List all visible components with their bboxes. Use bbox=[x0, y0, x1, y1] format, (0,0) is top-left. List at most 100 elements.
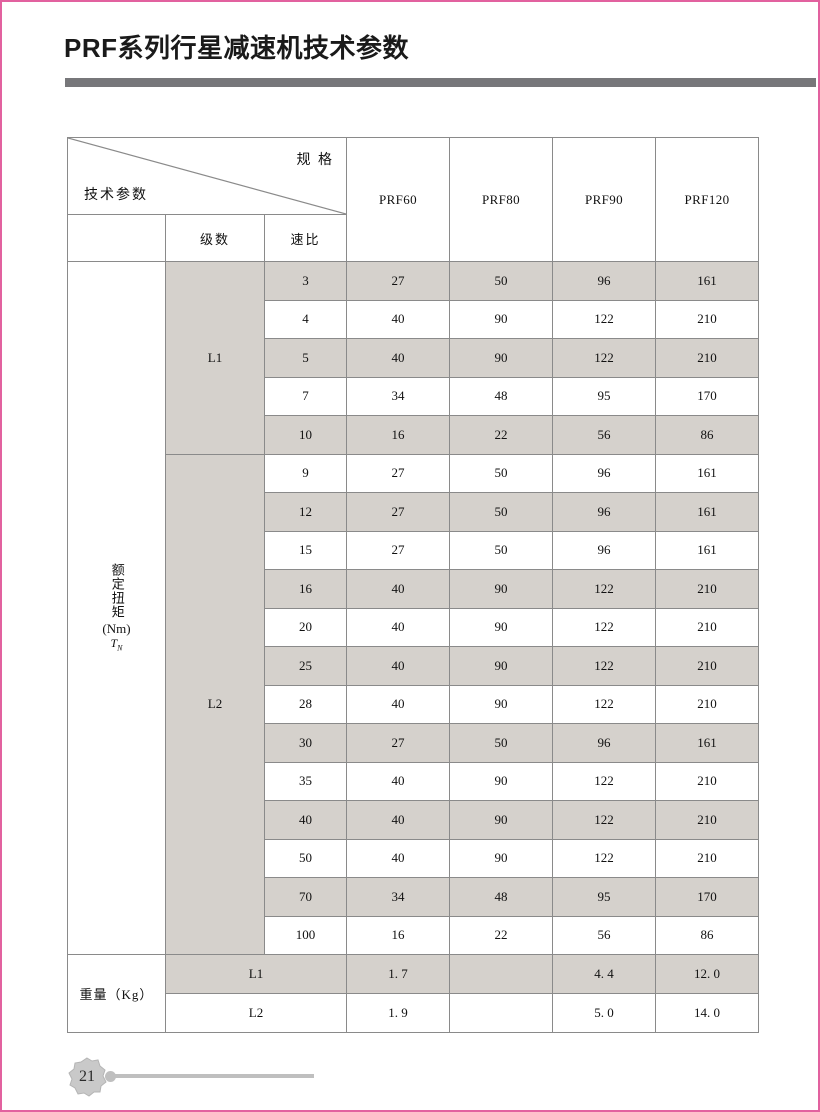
torque-value-cell: 90 bbox=[449, 338, 554, 378]
header-ratio-label: 速比 bbox=[263, 214, 348, 262]
header-model-prf60: PRF60 bbox=[346, 137, 451, 262]
torque-value-cell: 40 bbox=[346, 838, 451, 878]
torque-value-cell: 90 bbox=[449, 838, 554, 878]
torque-value-cell: 40 bbox=[346, 299, 451, 339]
header-blank-cell bbox=[67, 214, 166, 262]
torque-value-cell: 161 bbox=[655, 492, 760, 532]
torque-value-cell: 22 bbox=[449, 415, 554, 455]
torque-value-cell: 27 bbox=[346, 530, 451, 570]
header-corner-diagonal-cell: 规 格技术参数 bbox=[66, 137, 348, 215]
torque-value-cell: 40 bbox=[346, 569, 451, 609]
torque-label-unit: (Nm) bbox=[102, 620, 131, 636]
header-model-prf80: PRF80 bbox=[449, 137, 554, 262]
torque-value-cell: 210 bbox=[655, 299, 760, 339]
ratio-cell: 10 bbox=[263, 415, 348, 455]
stage-group-l2: L2 bbox=[165, 453, 265, 955]
table-row: 70 34 48 95 170 bbox=[68, 877, 760, 917]
torque-value-cell: 161 bbox=[655, 261, 760, 301]
torque-value-cell: 96 bbox=[552, 453, 657, 493]
torque-value-cell: 210 bbox=[655, 838, 760, 878]
torque-value-cell: 27 bbox=[346, 492, 451, 532]
torque-label-name: 额定扭矩 bbox=[109, 562, 125, 619]
spec-table-body: 规 格技术参数 PRF60 PRF80 PRF90 PRF120 级数 速比 额定扭矩 (Nm)… bbox=[66, 137, 760, 1033]
torque-value-cell: 161 bbox=[655, 453, 760, 493]
weight-stage-cell: L1 bbox=[164, 954, 348, 994]
torque-value-cell: 95 bbox=[552, 376, 657, 416]
torque-value-cell: 40 bbox=[346, 607, 451, 647]
table-row: 7 34 48 95 170 bbox=[68, 376, 760, 416]
torque-value-cell: 40 bbox=[346, 684, 451, 724]
weight-value-cell bbox=[449, 954, 554, 994]
torque-value-cell: 210 bbox=[655, 338, 760, 378]
header-param-label: 技术参数 bbox=[84, 188, 148, 203]
weight-value-cell: 1. 9 bbox=[346, 993, 451, 1033]
torque-value-cell: 161 bbox=[655, 530, 760, 570]
table-row: 额定扭矩 (Nm) TN L1 3 27 50 96 161 bbox=[67, 261, 760, 955]
table-row: 35 40 90 122 210 bbox=[68, 761, 760, 801]
torque-value-cell: 34 bbox=[346, 877, 451, 917]
torque-value-cell: 122 bbox=[552, 569, 657, 609]
torque-value-cell: 90 bbox=[449, 299, 554, 339]
table-row: 16 40 90 122 210 bbox=[68, 569, 760, 609]
torque-value-cell: 40 bbox=[346, 646, 451, 686]
ratio-cell: 70 bbox=[263, 877, 348, 917]
torque-value-cell: 210 bbox=[655, 646, 760, 686]
table-row: 40 40 90 122 210 bbox=[68, 800, 760, 840]
torque-value-cell: 122 bbox=[552, 607, 657, 647]
torque-value-cell: 170 bbox=[655, 376, 760, 416]
torque-value-cell: 86 bbox=[655, 915, 760, 955]
torque-value-cell: 40 bbox=[346, 338, 451, 378]
ratio-cell: 28 bbox=[263, 684, 348, 724]
torque-value-cell: 96 bbox=[552, 261, 657, 301]
weight-stage-cell: L2 bbox=[164, 993, 348, 1033]
ratio-cell: 30 bbox=[263, 723, 348, 763]
ratio-cell: 12 bbox=[263, 492, 348, 532]
torque-value-cell: 96 bbox=[552, 492, 657, 532]
gear-icon bbox=[68, 1057, 107, 1097]
torque-value-cell: 34 bbox=[346, 376, 451, 416]
ratio-cell: 20 bbox=[263, 607, 348, 647]
torque-value-cell: 122 bbox=[552, 684, 657, 724]
specification-table: 规 格技术参数 PRF60 PRF80 PRF90 PRF120 级数 速比 额定扭矩 (Nm)… bbox=[66, 137, 760, 1033]
torque-value-cell: 90 bbox=[449, 684, 554, 724]
weight-value-cell: 1. 7 bbox=[346, 954, 451, 994]
weight-row: L2 1. 9 5. 0 14. 0 bbox=[68, 993, 760, 1033]
weight-value-cell bbox=[449, 993, 554, 1033]
weight-value-cell: 5. 0 bbox=[552, 993, 657, 1033]
torque-value-cell: 86 bbox=[655, 415, 760, 455]
torque-value-cell: 22 bbox=[449, 915, 554, 955]
weight-row: 重量（Kg） L1 1. 7 4. 4 12. 0 bbox=[67, 954, 760, 1033]
ratio-cell: 5 bbox=[263, 338, 348, 378]
torque-value-cell: 90 bbox=[449, 800, 554, 840]
table-row: 20 40 90 122 210 bbox=[68, 607, 760, 647]
footer-dot bbox=[105, 1071, 116, 1082]
table-header-row-1: 规 格技术参数 PRF60 PRF80 PRF90 PRF120 bbox=[66, 137, 760, 262]
torque-value-cell: 210 bbox=[655, 761, 760, 801]
footer-line bbox=[114, 1074, 314, 1078]
torque-value-cell: 210 bbox=[655, 800, 760, 840]
torque-value-cell: 122 bbox=[552, 646, 657, 686]
spec-table-container: 规 格技术参数 PRF60 PRF80 PRF90 PRF120 级数 速比 额定扭矩 (Nm)… bbox=[66, 137, 760, 1033]
ratio-cell: 16 bbox=[263, 569, 348, 609]
table-row: 100 16 22 56 86 bbox=[68, 915, 760, 955]
torque-value-cell: 122 bbox=[552, 838, 657, 878]
table-row: 28 40 90 122 210 bbox=[68, 684, 760, 724]
page-number-gear-badge: 21 bbox=[66, 1056, 108, 1098]
table-row: 5 40 90 122 210 bbox=[68, 338, 760, 378]
torque-value-cell: 27 bbox=[346, 723, 451, 763]
torque-value-cell: 50 bbox=[449, 453, 554, 493]
torque-value-cell: 122 bbox=[552, 761, 657, 801]
ratio-cell: 35 bbox=[263, 761, 348, 801]
weight-value-cell: 14. 0 bbox=[655, 993, 760, 1033]
ratio-cell: 9 bbox=[263, 453, 348, 493]
table-row: L2 9 27 50 96 161 bbox=[68, 453, 760, 955]
torque-value-cell: 16 bbox=[346, 915, 451, 955]
torque-value-cell: 48 bbox=[449, 877, 554, 917]
torque-value-cell: 170 bbox=[655, 877, 760, 917]
stage-group-l1: L1 bbox=[165, 261, 265, 455]
header-stage-label: 级数 bbox=[165, 214, 265, 262]
torque-value-cell: 50 bbox=[449, 492, 554, 532]
torque-row-label: 额定扭矩 (Nm) TN bbox=[67, 261, 166, 955]
title-divider-bar bbox=[65, 78, 816, 87]
